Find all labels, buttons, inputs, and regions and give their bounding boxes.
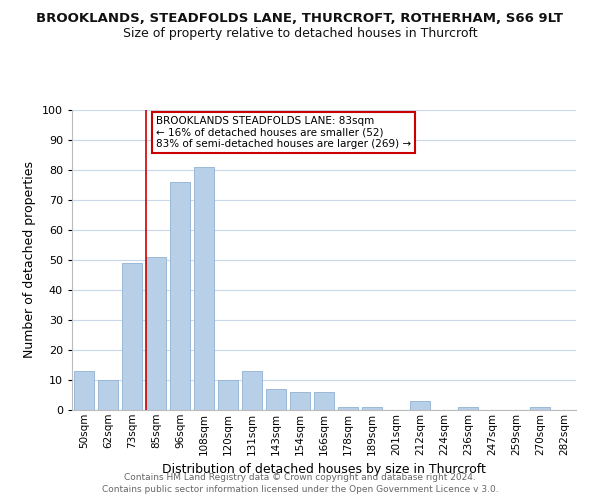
X-axis label: Distribution of detached houses by size in Thurcroft: Distribution of detached houses by size …: [162, 463, 486, 476]
Bar: [362, 407, 382, 410]
Bar: [194, 167, 214, 410]
Bar: [314, 392, 334, 410]
Bar: [530, 407, 550, 410]
Bar: [146, 257, 166, 410]
Text: Contains HM Land Registry data © Crown copyright and database right 2024.: Contains HM Land Registry data © Crown c…: [124, 472, 476, 482]
Text: Size of property relative to detached houses in Thurcroft: Size of property relative to detached ho…: [122, 28, 478, 40]
Bar: [74, 371, 94, 410]
Text: Contains public sector information licensed under the Open Government Licence v : Contains public sector information licen…: [101, 485, 499, 494]
Bar: [98, 380, 118, 410]
Bar: [122, 263, 142, 410]
Bar: [266, 389, 286, 410]
Bar: [242, 371, 262, 410]
Y-axis label: Number of detached properties: Number of detached properties: [23, 162, 37, 358]
Bar: [218, 380, 238, 410]
Bar: [338, 407, 358, 410]
Bar: [170, 182, 190, 410]
Bar: [290, 392, 310, 410]
Bar: [410, 401, 430, 410]
Text: BROOKLANDS, STEADFOLDS LANE, THURCROFT, ROTHERHAM, S66 9LT: BROOKLANDS, STEADFOLDS LANE, THURCROFT, …: [37, 12, 563, 26]
Bar: [458, 407, 478, 410]
Text: BROOKLANDS STEADFOLDS LANE: 83sqm
← 16% of detached houses are smaller (52)
83% : BROOKLANDS STEADFOLDS LANE: 83sqm ← 16% …: [156, 116, 411, 149]
